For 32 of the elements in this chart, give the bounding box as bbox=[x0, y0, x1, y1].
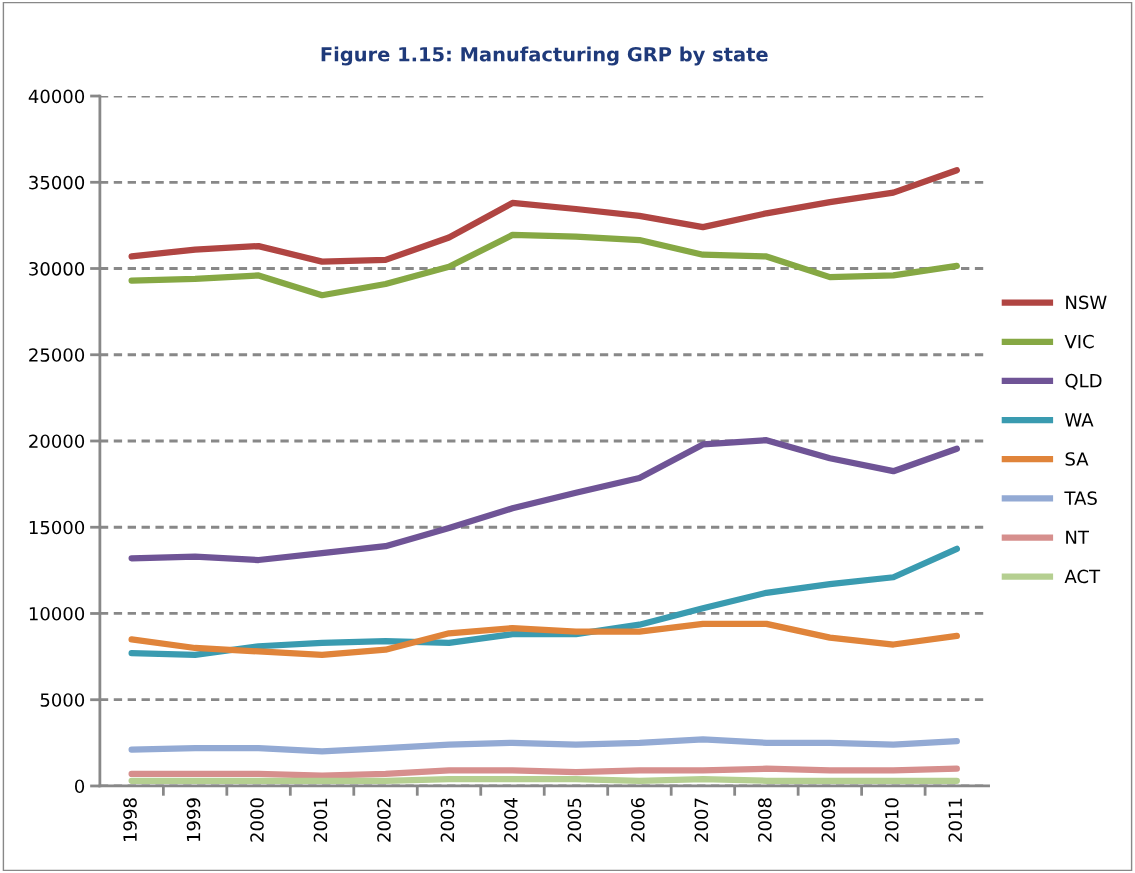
x-tick-label: 1998 bbox=[123, 798, 137, 842]
x-tick-label: 2004 bbox=[504, 798, 518, 842]
x-tick-label: 2011 bbox=[948, 798, 963, 842]
y-tick-label: 35000 bbox=[29, 175, 85, 190]
x-tick-label: 2009 bbox=[821, 798, 836, 842]
y-tick-label: 40000 bbox=[28, 89, 85, 104]
x-tick-label: 2005 bbox=[567, 798, 582, 842]
legend-label: NT bbox=[1066, 530, 1090, 544]
x-tick-label: 2003 bbox=[440, 798, 455, 842]
y-tick-label: 0 bbox=[75, 779, 85, 794]
x-tick-label: 2008 bbox=[757, 798, 772, 842]
legend-label: NSW bbox=[1066, 295, 1107, 310]
legend-label: QLD bbox=[1065, 373, 1102, 390]
y-tick-label: 30000 bbox=[29, 261, 85, 276]
legend-label: TAS bbox=[1064, 491, 1097, 505]
x-tick-label: 2007 bbox=[694, 798, 709, 842]
y-tick-label: 5000 bbox=[40, 693, 85, 707]
x-tick-label: 1999 bbox=[186, 798, 201, 842]
x-tick-label: 2001 bbox=[313, 798, 328, 842]
legend-label: WA bbox=[1065, 413, 1094, 427]
legend-label: VIC bbox=[1064, 334, 1094, 349]
y-tick-label: 15000 bbox=[29, 520, 85, 535]
legend-label: SA bbox=[1065, 452, 1089, 466]
x-tick-label: 2000 bbox=[250, 798, 264, 842]
y-tick-label: 20000 bbox=[29, 434, 85, 449]
y-tick-label: 25000 bbox=[29, 348, 85, 362]
x-tick-label: 2006 bbox=[631, 798, 645, 842]
x-tick-label: 2002 bbox=[377, 798, 391, 842]
chart-title: Figure 1.15: Manufacturing GRP by state bbox=[321, 46, 768, 66]
legend-label: ACT bbox=[1064, 569, 1101, 584]
x-tick-label: 2010 bbox=[884, 798, 899, 842]
y-tick-label: 10000 bbox=[29, 606, 85, 621]
